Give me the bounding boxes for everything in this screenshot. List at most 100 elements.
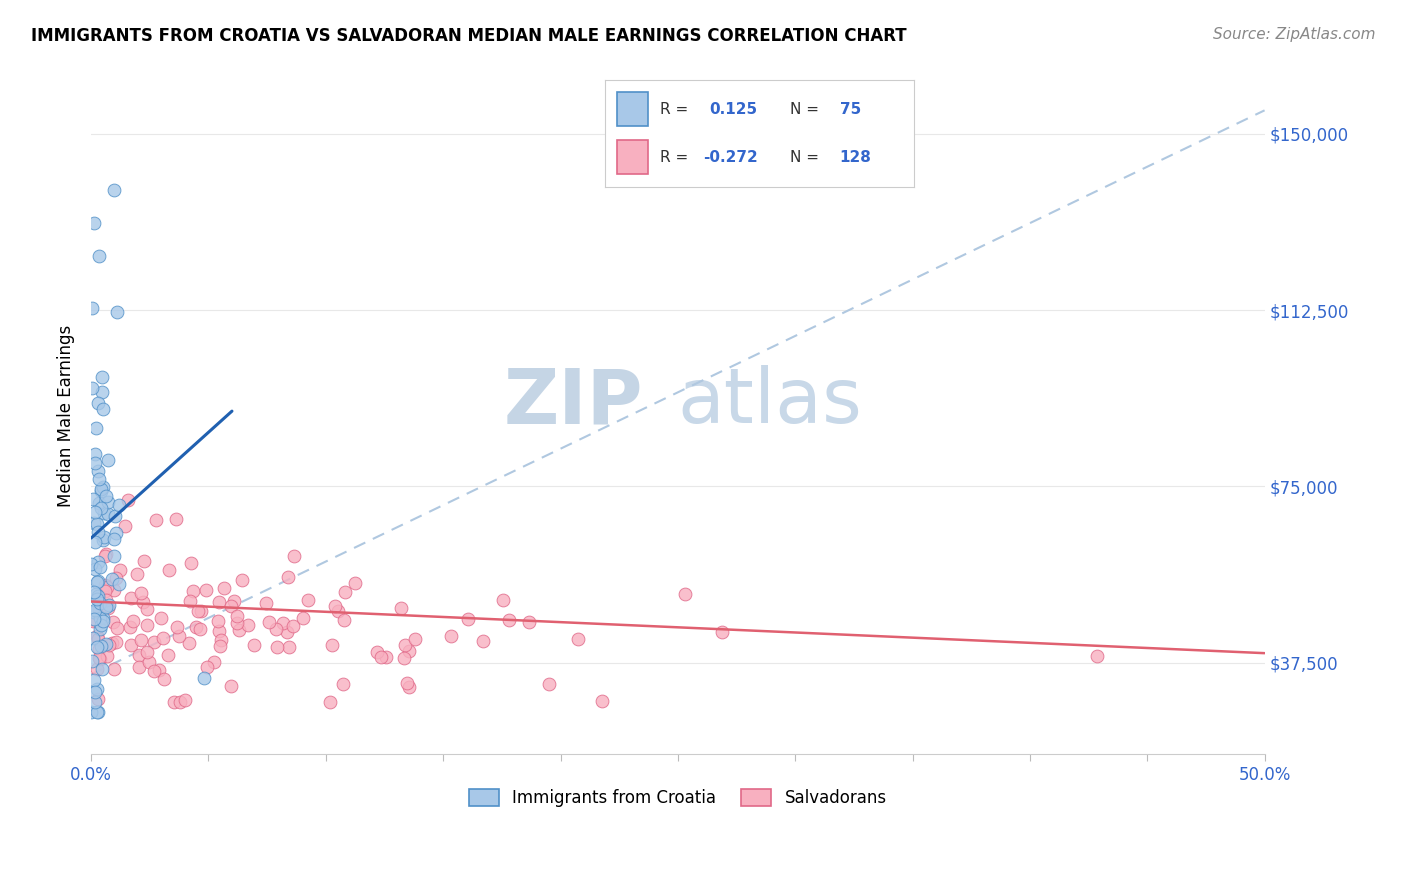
- Point: [104, 634, 127, 648]
- Point: [188, 623, 211, 637]
- Point: [389, 600, 412, 615]
- Point: [90, 618, 112, 632]
- Point: [93, 530, 115, 544]
- Point: [179, 635, 201, 649]
- Point: [90, 501, 112, 516]
- Point: [120, 620, 142, 634]
- Point: [86, 705, 108, 719]
- Point: [257, 615, 280, 630]
- Point: [90, 483, 112, 498]
- Point: [103, 583, 125, 598]
- Point: [264, 622, 287, 636]
- Point: [567, 632, 589, 647]
- Point: [222, 594, 245, 608]
- Point: [97, 638, 120, 652]
- Point: [86, 640, 108, 654]
- Point: [83, 685, 105, 699]
- Point: [374, 649, 396, 664]
- Point: [97, 600, 120, 615]
- Point: [97, 507, 120, 521]
- Point: [148, 663, 170, 677]
- Point: [101, 573, 124, 587]
- Point: [194, 582, 217, 597]
- Point: [84, 421, 107, 435]
- Point: [186, 604, 208, 618]
- Point: [94, 547, 117, 561]
- Point: [181, 583, 204, 598]
- Point: [710, 625, 733, 640]
- Text: atlas: atlas: [678, 366, 863, 439]
- Text: R =: R =: [661, 102, 689, 117]
- Point: [128, 648, 150, 662]
- Point: [319, 695, 342, 709]
- Point: [219, 679, 242, 693]
- Point: [90, 482, 112, 496]
- Point: [91, 385, 114, 400]
- Point: [93, 578, 115, 592]
- Point: [105, 525, 128, 540]
- Text: IMMIGRANTS FROM CROATIA VS SALVADORAN MEDIAN MALE EARNINGS CORRELATION CHART: IMMIGRANTS FROM CROATIA VS SALVADORAN ME…: [31, 27, 907, 45]
- Point: [297, 592, 319, 607]
- Point: [83, 606, 105, 620]
- Point: [138, 656, 160, 670]
- Point: [105, 304, 128, 318]
- Point: [498, 613, 520, 627]
- Point: [281, 619, 304, 633]
- Point: [370, 650, 392, 665]
- Point: [84, 456, 107, 470]
- Point: [117, 493, 139, 508]
- Point: [93, 584, 115, 599]
- Point: [136, 645, 159, 659]
- Point: [94, 549, 117, 563]
- Point: [335, 585, 357, 599]
- Point: [276, 625, 298, 640]
- Point: [83, 614, 105, 628]
- Point: [83, 505, 105, 519]
- Point: [94, 593, 117, 607]
- Point: [110, 563, 132, 577]
- Point: [90, 639, 112, 653]
- Point: [207, 614, 229, 628]
- Point: [104, 571, 127, 585]
- Point: [96, 580, 118, 594]
- Point: [103, 532, 125, 546]
- Point: [184, 620, 207, 634]
- Point: [591, 693, 613, 707]
- Point: [472, 633, 495, 648]
- Point: [91, 611, 114, 625]
- Point: [173, 692, 195, 706]
- Point: [86, 524, 108, 539]
- Point: [125, 567, 148, 582]
- Text: ZIP: ZIP: [503, 366, 643, 439]
- Point: [83, 673, 105, 688]
- Point: [97, 495, 120, 509]
- Point: [129, 585, 152, 599]
- Point: [193, 671, 215, 685]
- Point: [83, 534, 105, 549]
- Point: [321, 638, 343, 652]
- Point: [120, 591, 142, 606]
- Point: [209, 632, 232, 647]
- Point: [89, 611, 111, 625]
- Point: [165, 512, 187, 526]
- Point: [90, 370, 112, 384]
- Point: [208, 639, 231, 653]
- Point: [89, 652, 111, 666]
- Point: [366, 645, 388, 659]
- Point: [136, 618, 159, 632]
- Point: [80, 381, 103, 395]
- Point: [87, 650, 110, 665]
- Point: [83, 216, 105, 230]
- Text: 75: 75: [839, 102, 860, 117]
- Point: [292, 611, 315, 625]
- Point: [242, 638, 264, 652]
- Point: [1085, 648, 1108, 663]
- Point: [128, 660, 150, 674]
- Point: [104, 509, 127, 524]
- Point: [114, 519, 136, 533]
- Point: [143, 635, 166, 649]
- Point: [83, 585, 105, 599]
- Point: [208, 595, 231, 609]
- Point: [103, 183, 125, 197]
- Point: [122, 614, 145, 628]
